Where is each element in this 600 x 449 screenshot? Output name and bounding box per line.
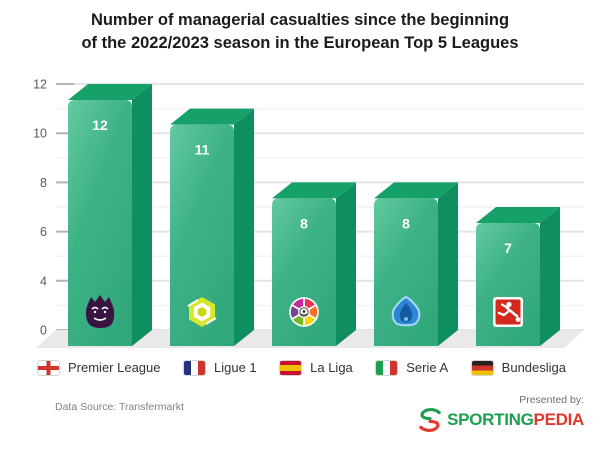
y-axis-tick-label: 12 xyxy=(33,78,47,92)
bar-side-face xyxy=(438,182,458,346)
sportingpedia-s-icon xyxy=(419,408,441,432)
bar-top-face xyxy=(272,182,356,199)
bar-front-face xyxy=(476,223,540,346)
bar-side-face xyxy=(336,182,356,346)
bar-serie-a: 8 xyxy=(374,182,458,346)
chart-title: Number of managerial casualties since th… xyxy=(0,9,600,55)
chart-legend: Premier League Ligue 1 La Liga Serie A B… xyxy=(38,360,566,375)
bar-side-face xyxy=(234,108,254,346)
ligue1-logo xyxy=(187,297,217,327)
bar-value-label: 7 xyxy=(504,240,512,256)
brand-name: SPORTINGPEDIA xyxy=(447,410,584,430)
bar-top-face xyxy=(476,207,560,223)
germany-flag-icon xyxy=(471,360,493,375)
brand-name-part1: SPORTING xyxy=(447,410,534,429)
bar-chart: 12 10 8 6 4 0 12 11 8 8 7 xyxy=(33,78,584,348)
legend-label: Ligue 1 xyxy=(213,360,257,375)
legend-item-premier-league: Premier League xyxy=(38,360,161,375)
bar-value-label: 12 xyxy=(92,117,108,133)
y-axis-tick-label: 6 xyxy=(40,225,47,239)
y-axis-tick-label: 10 xyxy=(33,127,47,141)
chart-title-line2: of the 2022/2023 season in the European … xyxy=(81,34,519,52)
bar-front-face xyxy=(170,124,234,346)
bar-top-face xyxy=(68,84,152,100)
brand-name-part2: PEDIA xyxy=(533,410,585,429)
bar-bundesliga: 7 xyxy=(476,207,560,346)
bar-front-face xyxy=(272,198,336,346)
legend-label: Premier League xyxy=(68,360,161,375)
data-source-note: Data Source: Transfermarkt xyxy=(55,401,184,413)
legend-label: Bundesliga xyxy=(501,360,566,375)
legend-label: La Liga xyxy=(310,360,353,375)
bundesliga-logo xyxy=(493,297,523,327)
bar-side-face xyxy=(132,84,152,346)
bar-value-label: 8 xyxy=(402,215,410,231)
legend-item-seriea: Serie A xyxy=(376,360,448,375)
sportingpedia-logo: SPORTINGPEDIA xyxy=(418,408,584,432)
bar-front-face xyxy=(374,198,438,346)
presented-by-label: Presented by: xyxy=(519,394,584,406)
bar-top-face xyxy=(374,182,458,199)
legend-item-ligue1: Ligue 1 xyxy=(183,360,257,375)
seriea-logo xyxy=(391,295,421,327)
bar-side-face xyxy=(540,207,560,346)
bar-top-face xyxy=(170,108,254,125)
brand-block: Presented by: SPORTINGPEDIA xyxy=(418,394,584,432)
laliga-logo xyxy=(289,297,319,327)
legend-label: Serie A xyxy=(406,360,449,375)
y-axis-tick-label: 0 xyxy=(40,324,47,338)
y-axis-tick-label: 8 xyxy=(40,176,47,190)
italy-flag-icon xyxy=(376,360,398,375)
chart-title-line1: Number of managerial casualties since th… xyxy=(90,11,510,29)
england-flag-icon xyxy=(38,360,59,375)
legend-item-bundesliga: Bundesliga xyxy=(471,360,566,375)
premier-league-logo xyxy=(85,295,115,328)
bar-front-face xyxy=(68,100,132,346)
legend-item-laliga: La Liga xyxy=(280,360,353,375)
bar-value-label: 11 xyxy=(195,142,210,158)
bar-premier-league: 12 xyxy=(68,84,152,346)
y-axis-tick-label: 4 xyxy=(40,274,47,288)
bar-value-label: 8 xyxy=(300,215,308,231)
spain-flag-icon xyxy=(280,360,302,375)
france-flag-icon xyxy=(183,360,205,375)
bar-la-liga: 8 xyxy=(272,182,356,346)
bar-ligue-1: 11 xyxy=(170,108,254,346)
